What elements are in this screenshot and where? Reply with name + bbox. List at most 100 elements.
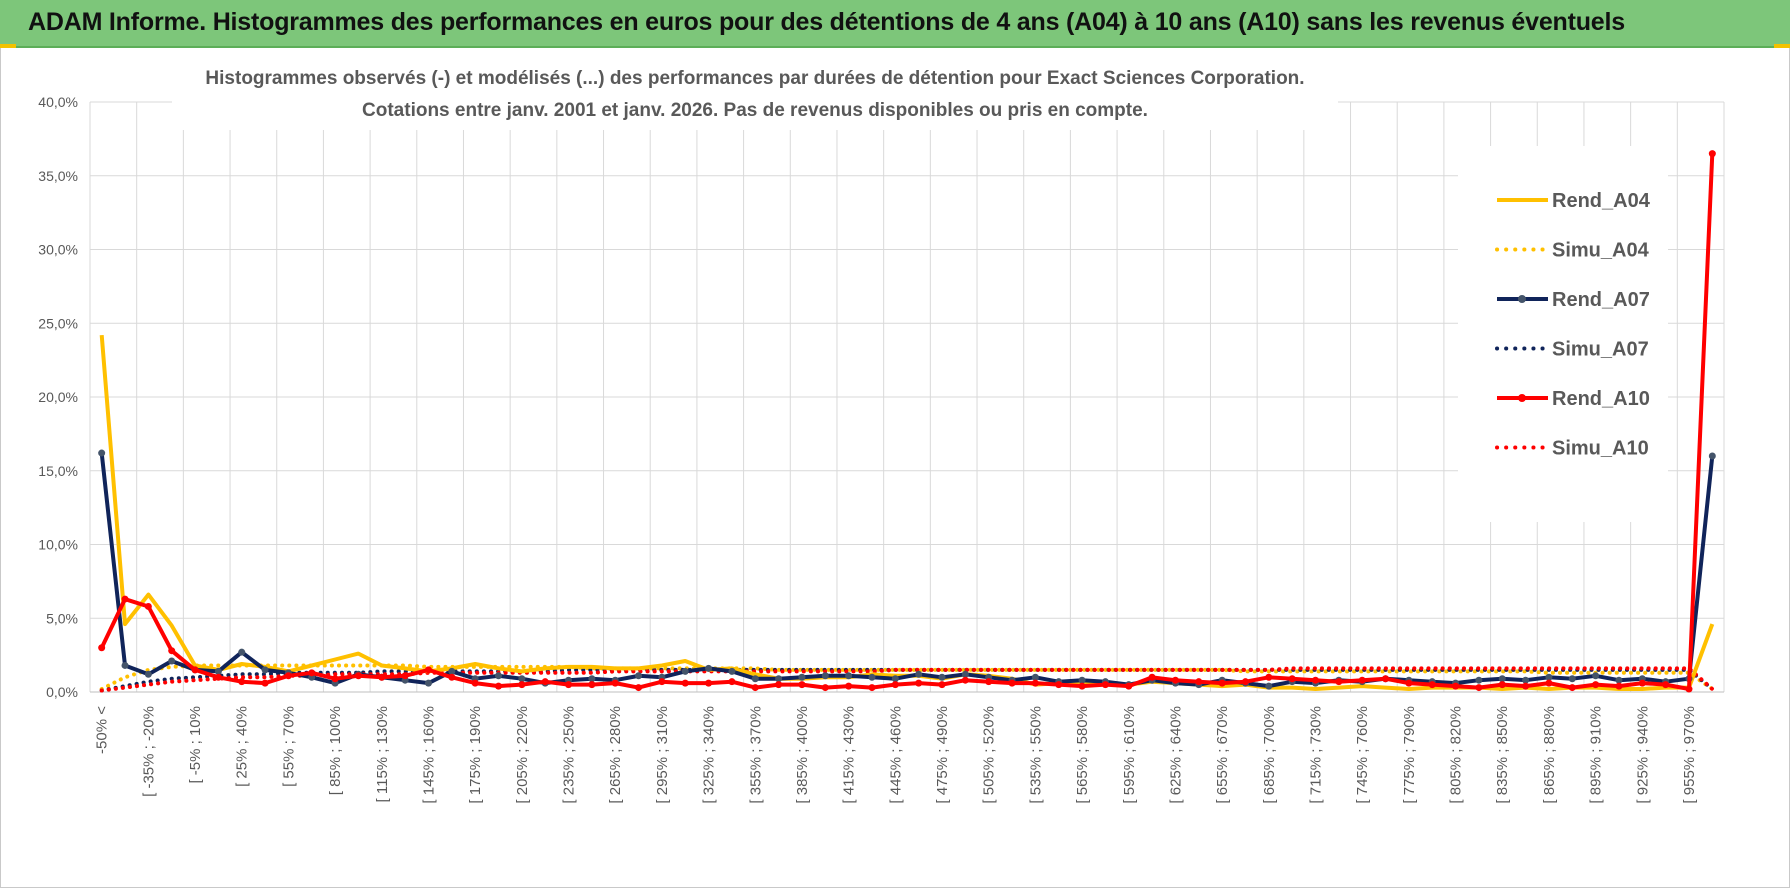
x-tick-label: [ 535% ; 550% xyxy=(1027,706,1044,804)
data-point xyxy=(588,681,596,689)
data-point xyxy=(821,684,829,692)
data-point xyxy=(378,673,386,681)
x-tick-label: [ 775% ; 790% xyxy=(1401,706,1418,804)
data-point xyxy=(1265,673,1273,681)
data-point xyxy=(1708,150,1716,158)
data-point xyxy=(1241,678,1249,686)
data-point xyxy=(284,672,292,680)
data-point xyxy=(681,679,689,687)
x-axis-ticks: -50% < [ -35% ; -20% [ -5% ; 10% [ 25% ; 40… xyxy=(94,706,1698,804)
data-point xyxy=(1685,685,1693,693)
data-point xyxy=(1568,684,1576,692)
data-point xyxy=(424,679,432,687)
data-point xyxy=(1031,673,1039,681)
legend-label: Rend_A04 xyxy=(1552,190,1651,212)
data-point xyxy=(495,682,502,690)
data-point xyxy=(938,681,946,689)
data-point xyxy=(1125,682,1133,690)
legend-marker xyxy=(1518,295,1526,303)
line-chart: 0,0% 5,0% 10,0% 15,0% 20,0% 25,0% 30,0% 35,0% 40… xyxy=(38,60,1725,804)
data-point xyxy=(1405,679,1413,687)
x-tick-label: [ 385% ; 400% xyxy=(794,706,811,804)
x-tick-label: [ 355% ; 370% xyxy=(747,706,764,804)
data-point xyxy=(658,678,666,686)
y-tick-label: 15,0% xyxy=(38,463,78,479)
x-tick-label: [ 205% ; 220% xyxy=(514,706,531,804)
legend-label: Rend_A10 xyxy=(1552,388,1650,410)
data-point xyxy=(1382,675,1390,683)
data-point xyxy=(1428,681,1436,689)
data-point xyxy=(565,681,573,689)
data-point xyxy=(1592,672,1600,680)
x-tick-label: [ 835% ; 850% xyxy=(1494,706,1511,804)
data-point xyxy=(728,678,736,686)
chart-title-line1: Histogrammes observés (-) et modélisés (… xyxy=(205,68,1304,89)
data-point xyxy=(775,681,783,689)
x-tick-label: [ 955% ; 970% xyxy=(1681,706,1698,804)
data-point xyxy=(868,684,876,692)
data-point xyxy=(821,672,829,680)
x-tick-label: [ -5% ; 10% xyxy=(187,706,204,784)
data-point xyxy=(354,672,362,680)
report-banner: ADAM Informe. Histogrammes des performan… xyxy=(0,0,1790,48)
data-point xyxy=(1615,676,1623,684)
x-tick-label: [ 685% ; 700% xyxy=(1261,706,1278,804)
data-point xyxy=(1475,684,1483,692)
x-tick-label: [ 925% ; 940% xyxy=(1634,706,1651,804)
data-point xyxy=(681,667,689,675)
x-tick-label: [ 115% ; 130% xyxy=(374,706,391,802)
legend-marker xyxy=(1518,394,1526,402)
y-tick-label: 25,0% xyxy=(38,315,78,331)
data-point xyxy=(144,670,152,678)
data-point xyxy=(541,678,549,686)
x-tick-label: [ -35% ; -20% xyxy=(140,706,157,797)
data-point xyxy=(1615,682,1623,690)
x-tick-label: [ 85% ; 100% xyxy=(327,706,344,795)
data-point xyxy=(121,595,129,603)
data-point xyxy=(168,647,176,655)
x-tick-label: [ 415% ; 430% xyxy=(841,706,858,804)
x-tick-label: [ 265% ; 280% xyxy=(607,706,624,804)
data-point xyxy=(961,676,969,684)
data-point xyxy=(238,678,246,686)
x-tick-label: [ 505% ; 520% xyxy=(981,706,998,804)
data-point xyxy=(1265,682,1273,690)
data-point xyxy=(775,675,783,683)
data-point xyxy=(214,667,222,675)
data-point xyxy=(214,673,222,681)
data-point xyxy=(728,667,736,675)
legend-label: Simu_A07 xyxy=(1552,339,1649,361)
data-point xyxy=(938,673,946,681)
data-point xyxy=(1148,673,1156,681)
x-tick-label: [ 595% ; 610% xyxy=(1121,706,1138,804)
x-tick-label: [ 175% ; 190% xyxy=(467,706,484,804)
x-tick-label: [ 805% ; 820% xyxy=(1448,706,1465,804)
data-point xyxy=(495,672,502,680)
data-point xyxy=(1055,681,1063,689)
report-title: ADAM Informe. Histogrammes des performan… xyxy=(28,8,1625,36)
data-point xyxy=(1522,682,1530,690)
data-point xyxy=(845,672,853,680)
data-point xyxy=(471,679,479,687)
data-point xyxy=(751,684,759,692)
x-tick-label: [ 145% ; 160% xyxy=(420,706,437,804)
data-point xyxy=(238,648,246,656)
data-point xyxy=(1498,681,1506,689)
corner-marker-right xyxy=(1774,44,1790,48)
x-tick-label: -50% < xyxy=(94,706,111,754)
x-tick-label: [ 715% ; 730% xyxy=(1308,706,1325,804)
data-point xyxy=(915,670,923,678)
data-point xyxy=(798,673,806,681)
x-tick-label: [ 475% ; 490% xyxy=(934,706,951,804)
data-point xyxy=(891,681,899,689)
data-point xyxy=(588,675,596,683)
data-point xyxy=(191,666,199,674)
y-tick-label: 0,0% xyxy=(46,684,78,700)
data-point xyxy=(1078,682,1086,690)
x-tick-label: [ 325% ; 340% xyxy=(701,706,718,804)
legend-box xyxy=(1458,146,1668,522)
x-tick-label: [ 745% ; 760% xyxy=(1354,706,1371,804)
data-point xyxy=(1638,679,1646,687)
data-point xyxy=(705,664,713,672)
y-tick-label: 10,0% xyxy=(38,537,78,553)
